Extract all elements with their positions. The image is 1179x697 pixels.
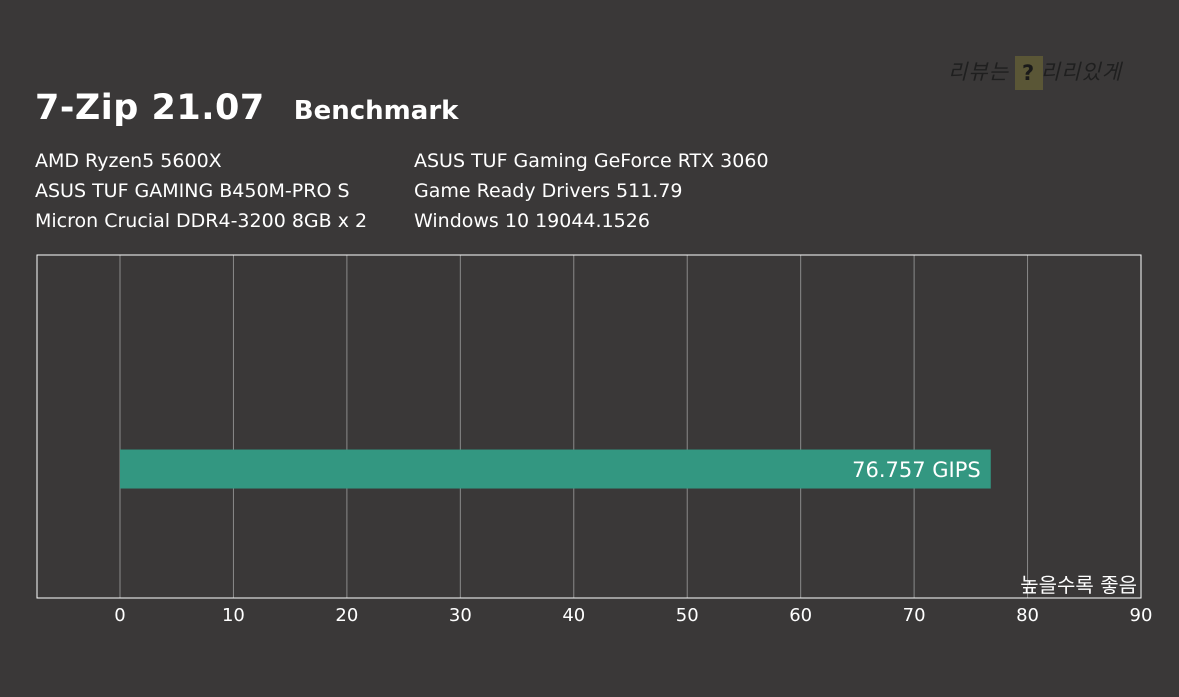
chart-frame — [36, 254, 1142, 599]
spec-motherboard: ASUS TUF GAMING B450M-PRO S — [35, 180, 350, 202]
chart-header: 7-Zip 21.07 Benchmark — [35, 88, 458, 128]
x-tick-label-0: 0 — [114, 605, 125, 626]
x-tick-label-5: 50 — [676, 605, 699, 626]
bar-0 — [120, 449, 991, 489]
watermark-question-mark: ? — [1014, 56, 1043, 90]
x-tick-label-3: 30 — [449, 605, 472, 626]
x-tick-label-9: 90 — [1130, 605, 1153, 626]
spec-memory: Micron Crucial DDR4-3200 8GB x 2 — [35, 210, 368, 232]
chart-bars: 76.757 GIPS — [120, 449, 991, 489]
chart-subtitle: Benchmark — [293, 96, 459, 126]
x-tick-label-6: 60 — [789, 605, 812, 626]
x-axis-ticks: 0 10 20 30 40 50 60 70 80 90 — [114, 605, 1152, 626]
spec-os: Windows 10 19044.1526 — [414, 210, 650, 232]
x-tick-label-4: 40 — [562, 605, 585, 626]
x-tick-label-1: 10 — [222, 605, 245, 626]
chart-note: 높을수록 좋음 — [1020, 573, 1137, 597]
bar-data-label-0: 76.757 GIPS — [852, 458, 981, 482]
chart-gridlines — [119, 255, 1029, 598]
system-specs-left: AMD Ryzen5 5600X ASUS TUF GAMING B450M-P… — [35, 146, 367, 236]
spec-gpu: ASUS TUF Gaming GeForce RTX 3060 — [414, 150, 769, 172]
x-tick-label-2: 20 — [335, 605, 358, 626]
x-tick-label-8: 80 — [1016, 605, 1039, 626]
x-tick-label-7: 70 — [903, 605, 926, 626]
watermark-suffix: 리리있게 — [1040, 60, 1122, 84]
spec-cpu: AMD Ryzen5 5600X — [35, 150, 222, 172]
system-specs-right: ASUS TUF Gaming GeForce RTX 3060 Game Re… — [414, 146, 769, 236]
watermark-prefix: 리뷰는 — [948, 60, 1017, 84]
chart-title: 7-Zip 21.07 — [35, 88, 265, 128]
watermark-logo: 리뷰는 ? 리리있게 — [948, 56, 1122, 90]
spec-driver: Game Ready Drivers 511.79 — [414, 180, 683, 202]
